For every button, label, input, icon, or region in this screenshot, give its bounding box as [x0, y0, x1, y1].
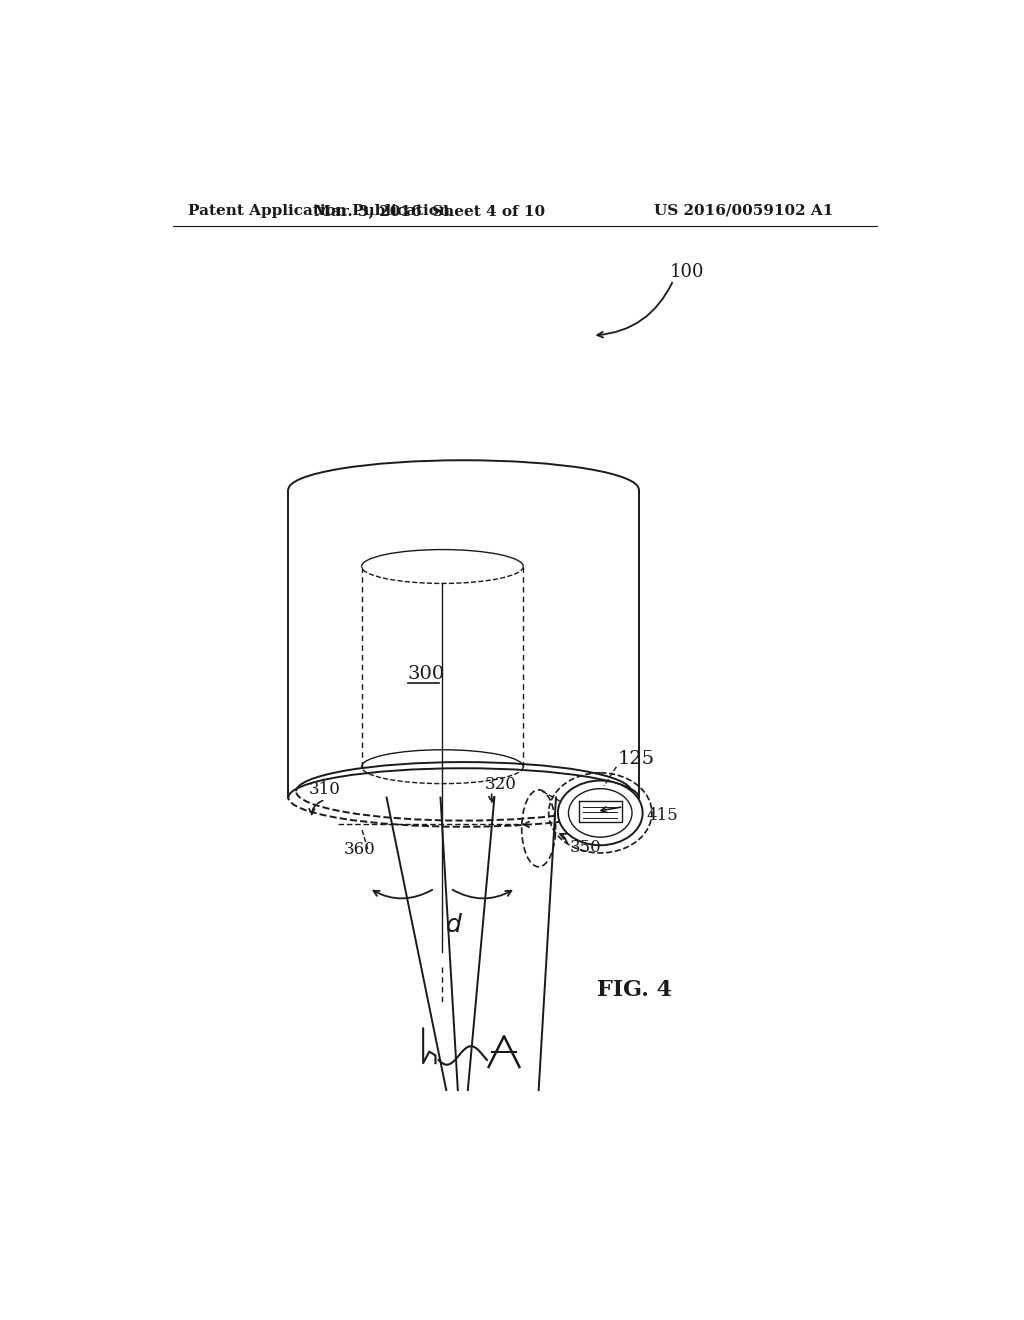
Ellipse shape: [568, 788, 632, 837]
Text: 350: 350: [569, 840, 601, 857]
Text: d: d: [446, 912, 462, 937]
Text: US 2016/0059102 A1: US 2016/0059102 A1: [654, 203, 834, 218]
Text: 415: 415: [646, 807, 678, 824]
Text: 300: 300: [408, 665, 445, 684]
Text: Mar. 3, 2016  Sheet 4 of 10: Mar. 3, 2016 Sheet 4 of 10: [313, 203, 545, 218]
Text: 310: 310: [309, 781, 341, 799]
Text: 125: 125: [617, 750, 654, 768]
Text: Patent Application Publication: Patent Application Publication: [188, 203, 451, 218]
Text: FIG. 4: FIG. 4: [597, 979, 673, 1001]
Text: 360: 360: [344, 841, 376, 858]
Text: 320: 320: [484, 776, 517, 793]
Ellipse shape: [558, 780, 643, 845]
Text: 100: 100: [670, 264, 705, 281]
